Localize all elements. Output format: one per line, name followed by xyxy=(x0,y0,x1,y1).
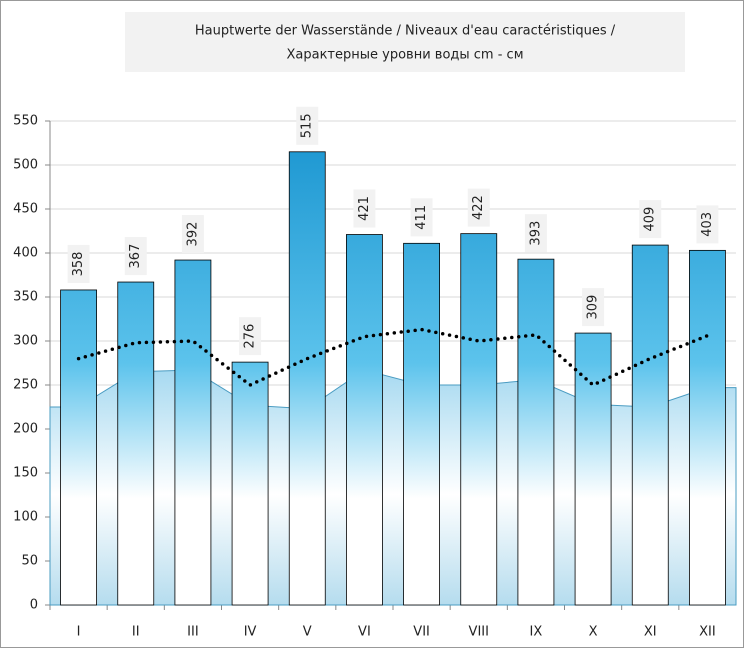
x-tick-label: IX xyxy=(530,625,543,640)
data-label: 367 xyxy=(128,244,143,269)
data-label: 309 xyxy=(586,295,601,320)
bar xyxy=(574,332,612,606)
y-tick-label: 550 xyxy=(13,114,38,129)
bar xyxy=(174,259,212,606)
bar xyxy=(517,258,555,606)
bar xyxy=(231,361,269,606)
data-label-box xyxy=(239,317,262,356)
y-tick-label: 250 xyxy=(13,378,38,393)
data-label: 515 xyxy=(300,113,315,138)
data-label-box xyxy=(67,244,90,283)
data-label-box xyxy=(296,106,319,145)
y-tick-label: 400 xyxy=(13,246,38,261)
data-label-box xyxy=(639,200,662,239)
data-label: 276 xyxy=(243,324,258,349)
y-tick-label: 50 xyxy=(21,554,38,569)
data-label: 403 xyxy=(700,212,715,237)
y-tick-label: 200 xyxy=(13,422,38,437)
bar xyxy=(403,242,440,606)
data-label: 411 xyxy=(414,205,429,230)
bar xyxy=(631,244,669,606)
bar xyxy=(346,234,383,606)
bar xyxy=(60,289,97,606)
y-tick-label: 350 xyxy=(13,290,38,305)
x-tick-label: VII xyxy=(413,625,430,640)
x-tick-label: X xyxy=(589,625,598,640)
y-tick-label: 450 xyxy=(13,202,38,217)
x-tick-label: XII xyxy=(699,625,716,640)
data-label-box xyxy=(410,198,433,237)
data-label-box xyxy=(181,215,204,254)
x-tick-label: V xyxy=(303,625,312,640)
y-tick-label: 150 xyxy=(13,466,38,481)
data-label-box xyxy=(467,188,490,227)
data-label-box xyxy=(696,205,719,244)
data-label-box xyxy=(582,288,605,327)
data-label-box xyxy=(524,214,547,253)
data-label: 358 xyxy=(71,252,86,277)
dotted-line xyxy=(76,327,710,387)
data-label-box xyxy=(124,237,147,276)
y-tick-label: 100 xyxy=(13,510,38,525)
x-tick-label: XI xyxy=(644,625,657,640)
x-tick-label: VIII xyxy=(469,625,489,640)
chart-title: Характерные уровни воды cm - см xyxy=(286,48,523,63)
chart-title: Hauptwerte der Wasserstände / Niveaux d'… xyxy=(195,24,616,39)
bar xyxy=(689,249,726,606)
data-label: 409 xyxy=(643,207,658,232)
y-tick-label: 300 xyxy=(13,334,38,349)
data-label: 393 xyxy=(528,221,543,246)
title-box xyxy=(125,12,685,72)
x-tick-label: II xyxy=(132,625,140,640)
bar xyxy=(288,151,326,606)
data-label-box xyxy=(353,189,376,228)
x-tick-label: IV xyxy=(244,625,257,640)
data-label: 392 xyxy=(185,222,200,247)
bar xyxy=(460,233,498,606)
bar xyxy=(117,281,155,606)
x-tick-label: III xyxy=(187,625,199,640)
data-label: 421 xyxy=(357,196,372,221)
data-label: 422 xyxy=(471,195,486,220)
x-tick-label: I xyxy=(77,625,81,640)
y-tick-label: 500 xyxy=(13,158,38,173)
y-tick-label: 0 xyxy=(30,598,38,613)
x-tick-label: VI xyxy=(358,625,371,640)
